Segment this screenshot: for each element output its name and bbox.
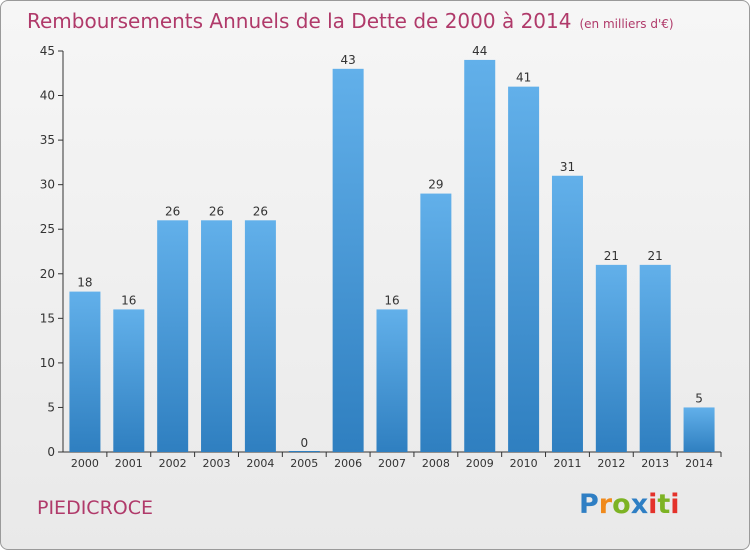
x-axis: 2000 2001 2002 2003 2004 2005 2006 2007 2008 2009… <box>63 451 722 470</box>
chart-title-main: Remboursements Annuels de la Dette de 20… <box>27 9 572 33</box>
bar-value-label: 26 <box>165 204 180 218</box>
y-tick-label: 0 <box>47 445 55 459</box>
y-tick-label: 45 <box>40 44 55 58</box>
commune-name: PIEDICROCE <box>37 497 153 519</box>
bar-value-label: 43 <box>340 53 355 67</box>
chart-title: Remboursements Annuels de la Dette de 20… <box>27 9 674 33</box>
x-tick-label: 2013 <box>641 457 669 470</box>
y-tick-label: 10 <box>40 356 55 370</box>
x-tick-label: 2006 <box>334 457 362 470</box>
bar-value-label: 21 <box>604 249 619 263</box>
bar <box>157 220 189 452</box>
x-tick-label: 2005 <box>290 457 318 470</box>
y-tick-label: 15 <box>40 311 55 325</box>
proxiti-logo: Proxiti <box>579 489 680 520</box>
x-tick-label: 2012 <box>597 457 625 470</box>
bar <box>244 220 276 452</box>
bar <box>420 193 452 453</box>
bar <box>639 264 671 452</box>
bar <box>508 86 540 453</box>
bar <box>288 451 320 452</box>
bar-value-label: 18 <box>77 276 92 290</box>
bar-value-label: 16 <box>384 293 399 307</box>
x-tick-label: 2014 <box>685 457 713 470</box>
bars: 18 16 26 26 26 0 43 16 29 44 41 31 21 21 5 <box>69 44 715 453</box>
bar <box>332 68 364 453</box>
bar-value-label: 5 <box>695 391 703 405</box>
x-tick-label: 2003 <box>203 457 231 470</box>
y-tick-label: 30 <box>40 178 55 192</box>
y-tick-label: 5 <box>47 400 55 414</box>
bar-value-label: 21 <box>648 249 663 263</box>
x-tick-label: 2004 <box>246 457 274 470</box>
x-tick-label: 2001 <box>115 457 143 470</box>
bar-value-label: 26 <box>209 204 224 218</box>
x-tick-label: 2008 <box>422 457 450 470</box>
bar <box>113 309 145 452</box>
bar-value-label: 31 <box>560 160 575 174</box>
bar-value-label: 16 <box>121 293 136 307</box>
bar <box>595 264 627 452</box>
x-tick-label: 2000 <box>71 457 99 470</box>
bar-value-label: 41 <box>516 71 531 85</box>
bar-value-label: 26 <box>253 204 268 218</box>
y-tick-label: 35 <box>40 133 55 147</box>
chart-title-unit: (en milliers d'€) <box>579 17 674 31</box>
bar <box>551 175 583 452</box>
y-tick-label: 25 <box>40 222 55 236</box>
bar <box>376 309 408 452</box>
y-tick-label: 20 <box>40 267 55 281</box>
bar-value-label: 0 <box>300 436 308 450</box>
bar <box>69 291 101 452</box>
x-tick-label: 2009 <box>466 457 494 470</box>
bar <box>464 59 496 453</box>
x-tick-label: 2002 <box>159 457 187 470</box>
y-tick-label: 40 <box>40 89 55 103</box>
bar <box>201 220 233 452</box>
y-axis: 0 5 10 15 20 25 30 35 40 45 <box>40 44 64 459</box>
x-tick-label: 2011 <box>553 457 581 470</box>
bar-value-label: 44 <box>472 44 487 58</box>
x-tick-label: 2007 <box>378 457 406 470</box>
x-tick-label: 2010 <box>510 457 538 470</box>
bar <box>683 407 715 452</box>
bar-value-label: 29 <box>428 178 443 192</box>
